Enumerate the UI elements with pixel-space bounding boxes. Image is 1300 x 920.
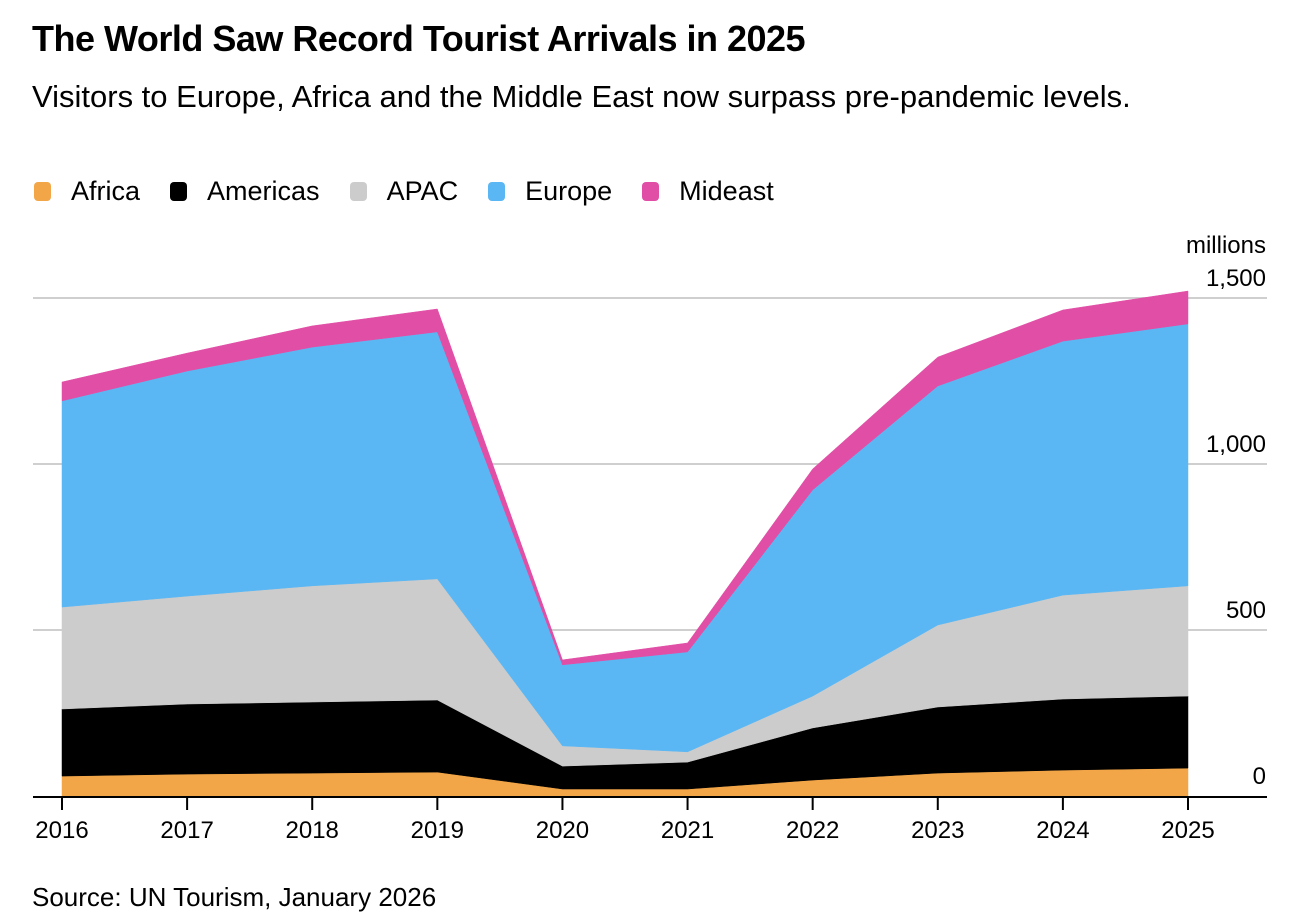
y-tick-label: 1,500 [1206,265,1266,292]
legend-item-americas: Americas [170,176,320,207]
chart-subtitle: Visitors to Europe, Africa and the Middl… [32,79,1131,114]
chart-title: The World Saw Record Tourist Arrivals in… [32,18,806,59]
x-tick-label: 2024 [1036,817,1089,844]
x-tick-label: 2020 [536,817,589,844]
y-tick-label: 0 [1253,763,1266,790]
x-tick-label: 2021 [661,817,714,844]
x-tick-label: 2023 [911,817,964,844]
legend-label-apac: APAC [386,176,459,206]
x-tick-label: 2022 [786,817,839,844]
legend-item-mideast: Mideast [642,176,774,207]
legend-swatch-mideast [642,182,660,201]
y-axis-labels: 0 500 1,000 1,500 millions [1186,232,1266,790]
source-note: Source: UN Tourism, January 2026 [32,882,437,912]
legend-swatch-africa [34,182,51,201]
y-tick-label: 500 [1226,597,1266,624]
legend-item-africa: Africa [34,176,140,207]
x-tick-label: 2019 [411,817,464,844]
x-tick-label: 2025 [1161,817,1214,844]
legend-item-europe: Europe [488,176,612,207]
legend-swatch-europe [488,182,506,201]
legend-item-apac: APAC [349,176,459,207]
y-tick-label: 1,000 [1206,431,1266,458]
area-layers [61,290,1189,797]
legend-label-africa: Africa [71,176,141,206]
legend: Africa Americas APAC Europe Mideast [34,176,804,207]
x-tick-label: 2018 [286,817,339,844]
x-tick-label: 2017 [160,817,213,844]
legend-label-europe: Europe [525,176,613,206]
x-axis-labels: 2016 2017 2018 2019 2020 2021 2022 2023 2024 2025 [35,817,1214,844]
area-mideast [61,290,1189,666]
legend-swatch-americas [170,182,188,201]
x-tick-label: 2016 [35,817,88,844]
legend-swatch-apac [349,182,367,201]
legend-label-mideast: Mideast [679,176,774,206]
legend-label-americas: Americas [207,176,320,206]
y-unit-label: millions [1186,232,1266,259]
axes [33,796,1267,810]
